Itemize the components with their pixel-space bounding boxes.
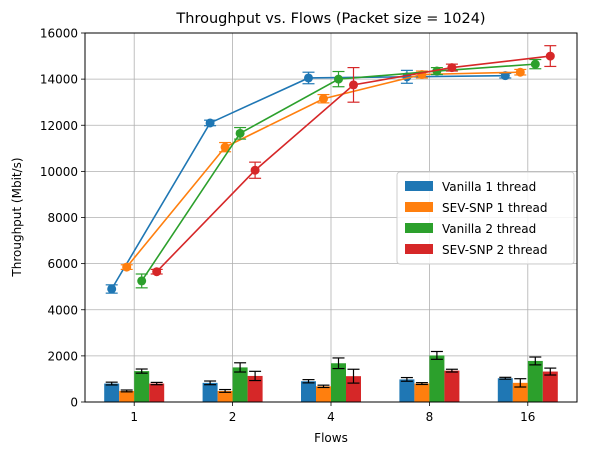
bar (444, 370, 460, 402)
x-tick-label: 8 (426, 410, 434, 424)
bar (527, 360, 543, 402)
bar (134, 371, 150, 402)
y-tick-label: 12000 (40, 119, 78, 133)
bar (414, 383, 430, 402)
legend-label: SEV-SNP 1 thread (442, 201, 547, 215)
data-point (122, 262, 132, 272)
data-point (530, 59, 540, 69)
x-tick-label: 2 (229, 410, 237, 424)
x-tick-label: 16 (520, 410, 535, 424)
data-point (447, 63, 457, 73)
y-tick-label: 14000 (40, 73, 78, 87)
data-point (319, 94, 328, 104)
y-tick-label: 6000 (47, 257, 78, 271)
lines-layer (105, 45, 557, 294)
legend-swatch (405, 244, 433, 254)
data-point (334, 74, 343, 84)
bar (247, 375, 263, 402)
legend-label: Vanilla 1 thread (442, 180, 536, 194)
data-point (432, 66, 442, 76)
y-tick-label: 4000 (47, 303, 78, 317)
x-axis-label: Flows (314, 431, 348, 445)
chart-title: Throughput vs. Flows (Packet size = 1024… (175, 11, 485, 27)
bar (316, 386, 331, 402)
data-point (152, 267, 162, 277)
y-tick-label: 2000 (47, 349, 78, 363)
bar (512, 382, 528, 402)
legend-swatch (405, 223, 433, 233)
ticks-layer: 0 2000 4000 6000 8000 10000 12000 14000 16000 1 2 4… (40, 27, 536, 425)
y-tick-label: 0 (70, 396, 78, 410)
y-tick-label: 10000 (40, 165, 78, 179)
data-point (545, 51, 555, 61)
legend: Vanilla 1 thread SEV-SNP 1 thread Vanilla … (396, 171, 575, 265)
bar (104, 383, 120, 402)
data-point (349, 80, 358, 90)
bar (217, 390, 233, 402)
y-axis-label: Throughput (Mbit/s) (10, 157, 24, 277)
bar (331, 363, 346, 402)
data-point (220, 142, 230, 152)
x-tick-label: 4 (327, 410, 335, 424)
bar (542, 371, 558, 402)
bar (202, 382, 218, 402)
legend-label: Vanilla 2 thread (442, 222, 536, 236)
bar (119, 390, 135, 402)
data-point (137, 276, 147, 286)
legend-box (396, 171, 575, 265)
data-point (515, 67, 525, 77)
data-point (304, 73, 313, 83)
bar (497, 378, 513, 402)
legend-label: SEV-SNP 2 thread (442, 243, 547, 257)
x-tick-label: 1 (130, 410, 138, 424)
bar (301, 381, 316, 402)
data-point (250, 165, 260, 175)
legend-swatch (405, 181, 433, 191)
y-tick-label: 8000 (47, 211, 78, 225)
y-tick-label: 16000 (40, 27, 78, 41)
bars-layer (104, 350, 558, 402)
bar (399, 379, 415, 402)
data-point (500, 71, 510, 81)
bar (232, 367, 248, 402)
legend-swatch (405, 202, 433, 212)
data-point (205, 118, 215, 128)
data-point (235, 128, 245, 138)
bar (149, 383, 165, 402)
bar (429, 355, 445, 402)
data-point (107, 284, 117, 294)
